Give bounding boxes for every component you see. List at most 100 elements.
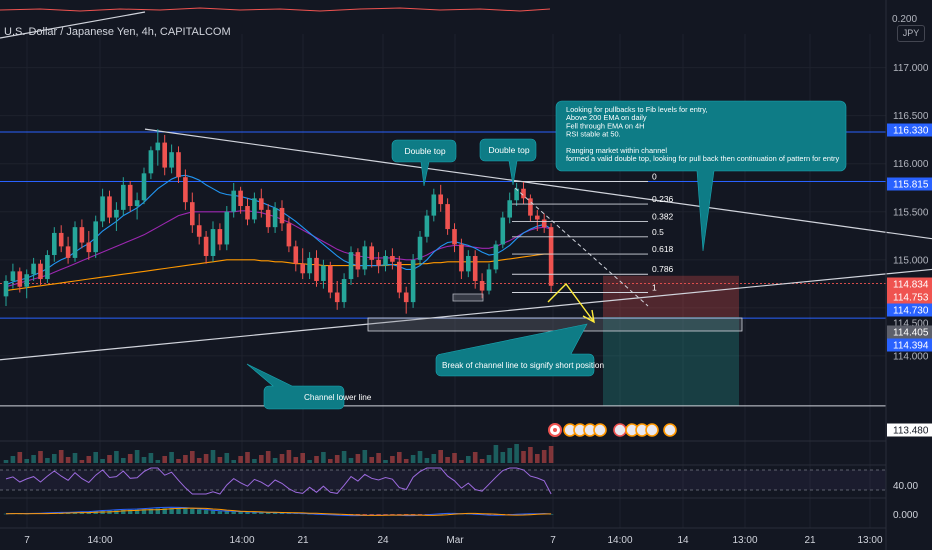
macd-bar bbox=[272, 512, 278, 514]
candle-body bbox=[466, 255, 471, 272]
channel-upper-line[interactable] bbox=[144, 128, 932, 240]
volume-bar bbox=[334, 455, 340, 463]
economic-events-row[interactable] bbox=[548, 423, 677, 437]
candle-body bbox=[459, 244, 464, 272]
candle-body bbox=[479, 280, 485, 291]
analysis-note-text: Looking for pullbacks to Fib levels for … bbox=[566, 105, 840, 163]
flag-icon[interactable] bbox=[613, 423, 627, 437]
volume-bar bbox=[259, 455, 264, 463]
price-badge[interactable] bbox=[887, 277, 932, 291]
analysis-note-line: Looking for pullbacks to Fib levels for … bbox=[566, 105, 708, 114]
volume-bar bbox=[300, 453, 305, 463]
candle-body bbox=[334, 292, 340, 303]
volume-bar bbox=[307, 460, 312, 463]
candle-body bbox=[190, 202, 195, 226]
volume-bar bbox=[45, 458, 50, 463]
top-panel-axis-label: 0.200 bbox=[892, 14, 917, 25]
price-badge-label: 114.730 bbox=[893, 306, 929, 317]
macd-bar bbox=[128, 509, 133, 514]
volume-bar bbox=[176, 459, 181, 463]
volume-bar bbox=[369, 457, 374, 463]
expected-move-arrow[interactable] bbox=[547, 282, 595, 323]
take-profit-zone[interactable] bbox=[603, 317, 739, 406]
position-box[interactable] bbox=[603, 275, 739, 406]
fib-level-label: 0.786 bbox=[652, 264, 674, 274]
expected-move-arrowhead bbox=[582, 309, 595, 324]
fib-retracement[interactable]: 0 0.236 0.382 0.5 0.618 0.786 1 bbox=[512, 172, 674, 293]
price-badge[interactable] bbox=[887, 423, 932, 437]
price-badge[interactable] bbox=[887, 338, 932, 352]
double-top-2-callout[interactable]: Double top bbox=[479, 138, 537, 186]
candle-body bbox=[107, 196, 112, 218]
channel-lower-text: Channel lower line bbox=[304, 393, 372, 402]
volume-bar bbox=[162, 456, 167, 463]
macd-bar bbox=[279, 512, 285, 514]
candle-body bbox=[390, 255, 395, 262]
price-badge-label: 114.405 bbox=[893, 328, 929, 339]
candle-body bbox=[424, 215, 430, 237]
macd-bar bbox=[203, 510, 209, 514]
candle-body bbox=[403, 292, 409, 303]
top-indicator-diagonal bbox=[0, 11, 146, 39]
price-badge[interactable] bbox=[887, 303, 932, 317]
price-badge[interactable] bbox=[887, 325, 932, 339]
support-zone-wide[interactable] bbox=[367, 317, 743, 332]
volume-bar bbox=[148, 453, 154, 463]
volume-bar bbox=[279, 454, 285, 463]
candle-body bbox=[24, 274, 29, 287]
currency-label[interactable]: JPY bbox=[897, 25, 925, 42]
break-note-callout[interactable]: Break of channel line to signify short p… bbox=[435, 323, 604, 377]
volume-bar bbox=[293, 457, 299, 463]
support-zone-small[interactable] bbox=[452, 293, 484, 302]
flag-icon[interactable] bbox=[593, 423, 607, 437]
macd-bar bbox=[197, 509, 202, 514]
double-top-1-callout[interactable]: Double top bbox=[391, 139, 457, 187]
channel-lower-callout[interactable]: Channel lower line bbox=[246, 363, 372, 410]
price-badge[interactable] bbox=[887, 290, 932, 304]
macd-bar bbox=[486, 514, 492, 515]
fib-level-label: 0.5 bbox=[652, 227, 664, 237]
price-axis[interactable]: 117.000 116.500 116.000 115.500 115.000 114.5… bbox=[885, 0, 932, 550]
candle-body bbox=[72, 227, 78, 258]
candle-body bbox=[528, 198, 533, 216]
time-axis[interactable]: 7 14:00 14:00 21 24 Mar 7 14:00 14 13:00 21 13:00 bbox=[0, 527, 886, 546]
candle-body bbox=[348, 252, 354, 280]
time-axis-label: 21 bbox=[297, 535, 309, 546]
volume-bar bbox=[252, 459, 257, 463]
projection-dashed-line[interactable] bbox=[514, 187, 649, 307]
trendlines[interactable] bbox=[0, 128, 932, 361]
time-axis-label: 13:00 bbox=[732, 535, 757, 546]
candle-body bbox=[265, 209, 271, 228]
price-badge-label: 116.330 bbox=[893, 126, 929, 137]
volume-bar bbox=[362, 450, 368, 463]
price-badge-label: 114.753 bbox=[893, 293, 929, 304]
candle-body bbox=[397, 261, 402, 293]
volume-bar bbox=[3, 460, 9, 463]
candle-body bbox=[155, 142, 161, 151]
price-badge[interactable] bbox=[887, 123, 932, 137]
macd-bar bbox=[155, 508, 160, 514]
volume-bar bbox=[472, 452, 478, 463]
channel-lower-line[interactable] bbox=[0, 268, 932, 361]
flag-icon[interactable] bbox=[663, 423, 677, 437]
macd-bar bbox=[231, 511, 236, 514]
volume-bar bbox=[321, 452, 326, 463]
double-top-1-text: Double top bbox=[404, 146, 445, 156]
flag-icon[interactable] bbox=[645, 423, 659, 437]
price-badge[interactable] bbox=[887, 177, 932, 191]
macd-bar bbox=[190, 508, 195, 514]
time-axis-label: 21 bbox=[804, 535, 816, 546]
volume-bar bbox=[535, 454, 540, 463]
candle-body bbox=[10, 271, 16, 281]
volume-bar bbox=[265, 451, 271, 463]
candle-body bbox=[169, 152, 174, 168]
candle-body bbox=[210, 229, 216, 256]
stop-loss-zone[interactable] bbox=[603, 275, 739, 318]
analysis-note-callout[interactable]: Looking for pullbacks to Fib levels for … bbox=[555, 100, 847, 252]
volume-bar bbox=[272, 458, 278, 463]
price-badge-label: 114.394 bbox=[893, 341, 929, 352]
fib-level-label: 0.382 bbox=[652, 211, 674, 221]
volume-bar bbox=[169, 452, 174, 463]
event-icon[interactable] bbox=[553, 428, 557, 432]
